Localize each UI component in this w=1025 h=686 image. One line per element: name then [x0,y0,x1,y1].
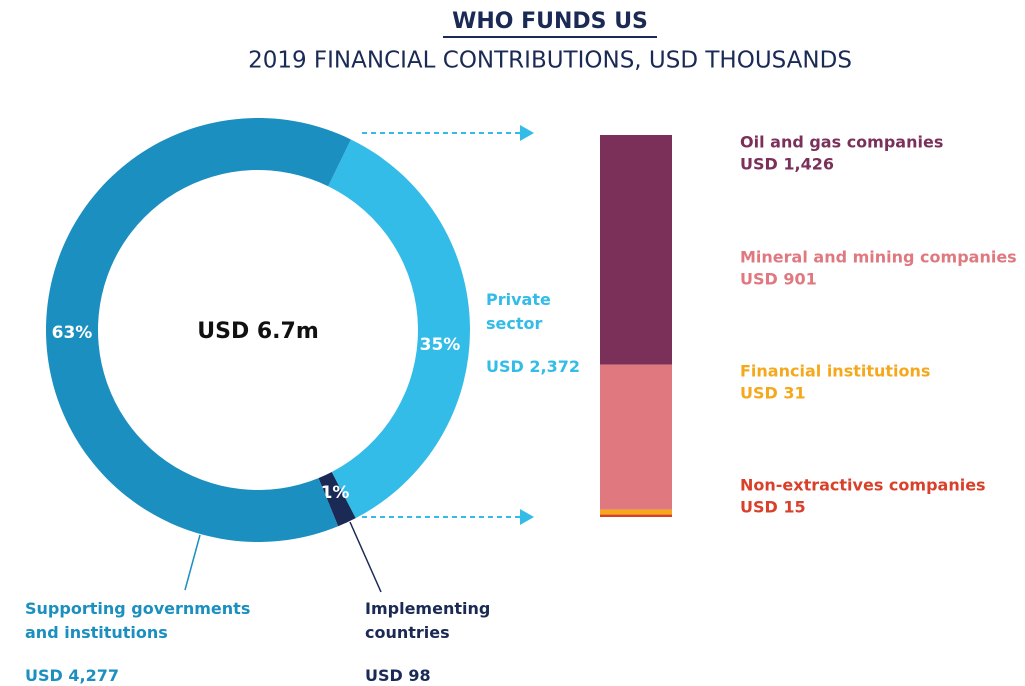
category-label: Implementing countries [365,599,491,642]
donut-slice [46,117,351,543]
donut-slice [328,139,471,519]
legend-label: Financial institutions [740,362,930,381]
leader-line [349,521,382,593]
bar-segment [600,135,672,365]
value-label: USD 31 [740,384,806,403]
value-label: USD 1,426 [740,155,834,174]
category-label: Private sector [486,290,551,333]
bar-segment [600,509,672,515]
legend-label: Oil and gas companies [740,133,943,152]
legend-label: Non-extractives companies [740,476,986,495]
legend-label: Mineral and mining companies [740,248,1017,267]
percent-label: 1% [321,483,350,503]
value-label: USD 2,372 [486,357,580,376]
donut-slice [318,472,356,527]
bar-segment [600,514,672,517]
leader-line [184,534,201,591]
bar-segment [600,364,672,510]
value-label: USD 4,277 [25,666,119,685]
percent-label: 35% [420,335,461,355]
value-label: USD 98 [365,666,431,685]
category-label: Supporting governments and institutions [25,599,251,642]
value-label: USD 901 [740,270,817,289]
percent-label: 63% [52,323,93,343]
chart-subtitle: 2019 FINANCIAL CONTRIBUTIONS, USD THOUSA… [248,48,852,74]
value-label: USD 15 [740,498,806,517]
center-label: USD 6.7m [197,319,319,344]
chart-title: WHO FUNDS US [452,9,648,34]
